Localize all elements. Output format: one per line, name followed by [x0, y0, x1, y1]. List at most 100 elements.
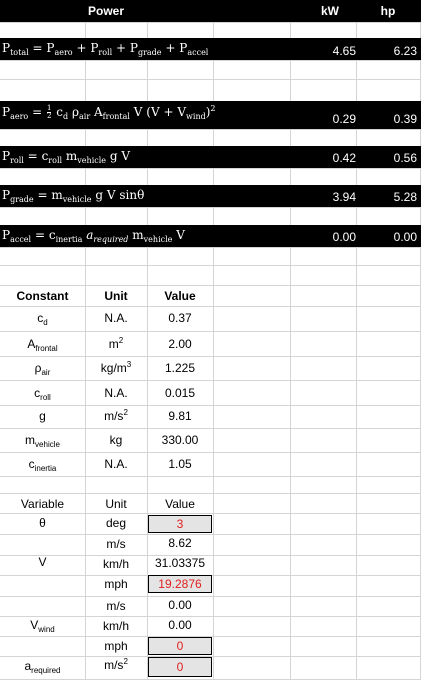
- var-v-kmh-value: 31.03375: [154, 556, 206, 570]
- var-theta-symbol: θ: [39, 516, 46, 530]
- var-v-unit-ms: m/s: [106, 537, 126, 551]
- accel-hp: 0.00: [393, 230, 417, 244]
- const-mvehicle-value: 330.00: [161, 433, 199, 447]
- var-vwind-unit-kmh: km/h: [102, 619, 129, 633]
- const-croll-symbol: croll: [34, 386, 51, 402]
- formula-accel: Paccel = cinertia arequired mvehicle V: [2, 228, 185, 244]
- gridline-horizontal: [0, 636, 421, 637]
- theta-input[interactable]: 3: [148, 515, 212, 533]
- const-afrontal-symbol: Afrontal: [27, 337, 58, 353]
- header-power: Power: [88, 4, 125, 18]
- const-cinertia-symbol: cinertia: [28, 457, 57, 473]
- const-mvehicle-symbol: mvehicle: [25, 433, 60, 449]
- const-cd-value: 0.37: [168, 311, 192, 325]
- const-afrontal-unit: m2: [108, 336, 124, 351]
- var-vwind-unit-mph: mph: [104, 639, 128, 653]
- formula-total: Ptotal = Paero + Proll + Pgrade + Paccel: [2, 41, 209, 57]
- const-cinertia-unit: N.A.: [104, 457, 128, 471]
- v-mph-input[interactable]: 19.2876: [148, 575, 212, 593]
- constants-header-value: Value: [164, 289, 196, 303]
- roll-hp: 0.56: [393, 151, 417, 165]
- gridline-horizontal: [0, 616, 421, 617]
- grade-hp: 5.28: [393, 190, 417, 204]
- gridline-vertical: [356, 0, 357, 680]
- gridline-horizontal: [0, 405, 421, 406]
- gridline-horizontal: [0, 207, 421, 208]
- const-g-unit: m/s2: [104, 408, 128, 423]
- gridline-horizontal: [0, 380, 421, 381]
- vwind-mph-input[interactable]: 0: [148, 637, 212, 655]
- gridline-vertical: [213, 0, 214, 680]
- formula-bar-grade: [0, 185, 421, 207]
- gridline-horizontal: [0, 129, 421, 130]
- gridline-horizontal: [0, 331, 421, 332]
- const-cd-symbol: cd: [37, 311, 48, 327]
- gridline-horizontal: [0, 513, 421, 514]
- variables-header-variable: Variable: [20, 497, 65, 511]
- gridline-horizontal: [0, 285, 421, 286]
- header-kw: kW: [321, 4, 339, 18]
- gridline-horizontal: [0, 555, 421, 556]
- gridline-horizontal: [0, 356, 421, 357]
- gridline-horizontal: [0, 476, 421, 477]
- gridline-horizontal: [0, 534, 421, 535]
- formula-roll: Proll = croll mvehicle g V: [2, 149, 131, 165]
- var-vwind-kmh-value: 0.00: [168, 618, 192, 632]
- var-vwind-unit-ms: m/s: [106, 599, 126, 613]
- const-cinertia-value: 1.05: [168, 457, 192, 471]
- gridline-horizontal: [0, 306, 421, 307]
- const-rhoair-unit: kg/m3: [100, 360, 132, 375]
- formula-grade: Pgrade = mvehicle g V sinθ: [2, 188, 145, 204]
- const-croll-unit: N.A.: [104, 386, 128, 400]
- variables-header-value: Value: [165, 497, 195, 511]
- var-v-unit-mph: mph: [104, 577, 128, 591]
- gridline-horizontal: [0, 428, 421, 429]
- const-rhoair-symbol: ρair: [34, 361, 51, 377]
- const-afrontal-value: 2.00: [168, 337, 192, 351]
- accel-kw: 0.00: [332, 230, 356, 244]
- areq-input[interactable]: 0: [148, 657, 212, 677]
- gridline-horizontal: [0, 79, 421, 80]
- variables-header-unit: Unit: [105, 497, 127, 511]
- header-hp: hp: [380, 4, 396, 18]
- gridline-horizontal: [0, 22, 421, 23]
- total-hp: 6.23: [393, 44, 417, 58]
- formula-bar-accel: [0, 225, 421, 247]
- formula-bar-total: [0, 38, 421, 60]
- gridline-horizontal: [0, 656, 421, 657]
- var-theta-unit: deg: [105, 516, 127, 530]
- grade-kw: 3.94: [332, 190, 356, 204]
- var-areq-unit: m/s2: [104, 657, 128, 672]
- roll-kw: 0.42: [332, 151, 356, 165]
- gridline-horizontal: [0, 168, 421, 169]
- gridline-horizontal: [0, 493, 421, 494]
- constants-header-constant: Constant: [16, 289, 69, 303]
- var-v-symbol: V: [38, 555, 47, 569]
- var-vwind-ms-value: 0.00: [168, 598, 192, 612]
- constants-header-unit: Unit: [104, 289, 128, 303]
- gridline-vertical: [290, 0, 291, 680]
- aero-kw: 0.29: [332, 112, 356, 126]
- const-g-symbol: g: [39, 409, 46, 423]
- var-v-unit-kmh: km/h: [102, 557, 129, 571]
- gridline-horizontal: [0, 596, 421, 597]
- const-mvehicle-unit: kg: [109, 433, 123, 447]
- gridline-horizontal: [0, 247, 421, 248]
- header-bar: [0, 0, 421, 22]
- const-croll-value: 0.015: [164, 386, 196, 400]
- gridline-horizontal: [0, 265, 421, 266]
- const-g-value: 9.81: [168, 409, 192, 423]
- gridline-vertical: [147, 0, 148, 680]
- var-vwind-symbol: Vwind: [30, 618, 55, 634]
- gridline-vertical: [85, 0, 86, 680]
- const-rhoair-value: 1.225: [164, 361, 196, 375]
- total-kw: 4.65: [332, 44, 356, 58]
- gridline-horizontal: [0, 60, 421, 61]
- var-v-ms-value: 8.62: [168, 536, 192, 550]
- var-areq-symbol: arequired: [24, 659, 61, 675]
- const-cd-unit: N.A.: [104, 311, 128, 325]
- aero-hp: 0.39: [393, 112, 417, 126]
- gridline-horizontal: [0, 452, 421, 453]
